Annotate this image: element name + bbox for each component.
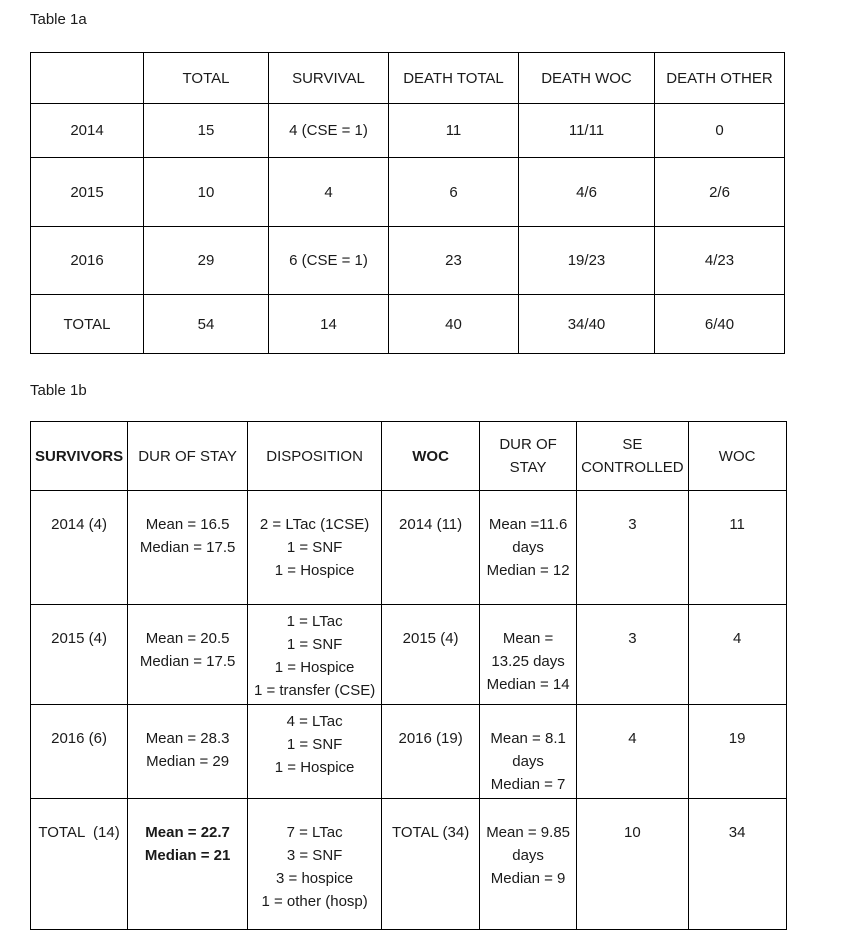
table-row-2014: 2014 15 4 (CSE = 1) 11 11/11 0 xyxy=(30,103,785,158)
value-cell: 6/40 xyxy=(654,294,785,354)
t1a-header-death-other: DEATH OTHER xyxy=(654,52,785,104)
value-cell: 10 xyxy=(143,157,269,227)
woc-dur-of-stay-cell: Mean = 13.25 days Median = 14 xyxy=(479,604,578,705)
value-cell: 4/23 xyxy=(654,226,785,295)
year-cell: TOTAL xyxy=(30,294,144,354)
value-cell: 4 xyxy=(268,157,389,227)
dur-of-stay-cell: Mean = 28.3 Median = 29 xyxy=(127,704,249,799)
woc-count-cell: 11 xyxy=(687,490,787,605)
disposition-cell: 1 = LTac 1 = SNF 1 = Hospice 1 = transfe… xyxy=(247,604,383,705)
year-cell: 2015 xyxy=(30,157,144,227)
value-cell: 0 xyxy=(654,103,785,158)
t1a-header-blank xyxy=(30,52,144,104)
disposition-cell: 2 = LTac (1CSE) 1 = SNF 1 = Hospice xyxy=(247,490,383,605)
woc-year-cell: 2014 (11) xyxy=(381,490,481,605)
value-cell: 4 (CSE = 1) xyxy=(268,103,389,158)
value-cell: 15 xyxy=(143,103,269,158)
woc-dur-of-stay-cell: Mean = 8.1 days Median = 7 xyxy=(479,704,578,799)
survivors-year-cell: TOTAL (14) xyxy=(29,798,129,930)
table-row-2014: 2014 (4) Mean = 16.5 Median = 17.5 2 = L… xyxy=(29,490,787,605)
woc-count-cell: 19 xyxy=(687,704,787,799)
woc-dur-of-stay-cell: Mean = 9.85 days Median = 9 xyxy=(479,798,578,930)
table-1b: SURVIVORS DUR OF STAY DISPOSITION WOC DU… xyxy=(29,421,787,930)
t1b-header-disposition: DISPOSITION xyxy=(247,421,383,491)
value-cell: 6 (CSE = 1) xyxy=(268,226,389,295)
survivors-year-cell: 2014 (4) xyxy=(29,490,129,605)
value-cell: 4/6 xyxy=(518,157,655,227)
table-row-header: SURVIVORS DUR OF STAY DISPOSITION WOC DU… xyxy=(29,421,787,491)
table-row-2015: 2015 (4) Mean = 20.5 Median = 17.5 1 = L… xyxy=(29,604,787,705)
t1b-header-woc-count: WOC xyxy=(687,421,787,491)
table-row-2015: 2015 10 4 6 4/6 2/6 xyxy=(30,157,785,227)
se-controlled-cell: 3 xyxy=(576,604,689,705)
table-1a-caption: Table 1a xyxy=(30,11,87,28)
woc-count-cell: 4 xyxy=(687,604,787,705)
table-row-total: TOTAL 54 14 40 34/40 6/40 xyxy=(30,294,785,354)
table-row-2016: 2016 29 6 (CSE = 1) 23 19/23 4/23 xyxy=(30,226,785,295)
t1b-header-dur-of-stay: DUR OF STAY xyxy=(127,421,249,491)
t1b-header-woc: WOC xyxy=(381,421,481,491)
value-cell: 11 xyxy=(388,103,519,158)
woc-year-cell: TOTAL (34) xyxy=(381,798,481,930)
value-cell: 14 xyxy=(268,294,389,354)
survivors-year-cell: 2016 (6) xyxy=(29,704,129,799)
value-cell: 23 xyxy=(388,226,519,295)
dur-of-stay-cell: Mean = 22.7 Median = 21 xyxy=(127,798,249,930)
table-row-header: TOTAL SURVIVAL DEATH TOTAL DEATH WOC DEA… xyxy=(30,52,785,104)
woc-year-cell: 2015 (4) xyxy=(381,604,481,705)
value-cell: 19/23 xyxy=(518,226,655,295)
value-cell: 40 xyxy=(388,294,519,354)
table-1a: TOTAL SURVIVAL DEATH TOTAL DEATH WOC DEA… xyxy=(30,52,785,354)
t1b-header-woc-dur-of-stay: DUR OF STAY xyxy=(479,421,578,491)
se-controlled-cell: 10 xyxy=(576,798,689,930)
woc-dur-of-stay-cell: Mean =11.6 days Median = 12 xyxy=(479,490,578,605)
se-controlled-cell: 4 xyxy=(576,704,689,799)
value-cell: 6 xyxy=(388,157,519,227)
table-row-2016: 2016 (6) Mean = 28.3 Median = 29 4 = LTa… xyxy=(29,704,787,799)
t1b-header-se-controlled: SE CONTROLLED xyxy=(576,421,689,491)
survivors-year-cell: 2015 (4) xyxy=(29,604,129,705)
woc-count-cell: 34 xyxy=(687,798,787,930)
t1a-header-total: TOTAL xyxy=(143,52,269,104)
value-cell: 29 xyxy=(143,226,269,295)
value-cell: 34/40 xyxy=(518,294,655,354)
woc-year-cell: 2016 (19) xyxy=(381,704,481,799)
table-1b-caption: Table 1b xyxy=(30,382,87,399)
year-cell: 2014 xyxy=(30,103,144,158)
dur-of-stay-cell: Mean = 16.5 Median = 17.5 xyxy=(127,490,249,605)
value-cell: 2/6 xyxy=(654,157,785,227)
value-cell: 11/11 xyxy=(518,103,655,158)
se-controlled-cell: 3 xyxy=(576,490,689,605)
table-row-total: TOTAL (14) Mean = 22.7 Median = 21 7 = L… xyxy=(29,798,787,930)
dur-of-stay-cell: Mean = 20.5 Median = 17.5 xyxy=(127,604,249,705)
disposition-cell: 4 = LTac 1 = SNF 1 = Hospice xyxy=(247,704,383,799)
t1a-header-survival: SURVIVAL xyxy=(268,52,389,104)
t1b-header-survivors: SURVIVORS xyxy=(29,421,129,491)
disposition-cell: 7 = LTac 3 = SNF 3 = hospice 1 = other (… xyxy=(247,798,383,930)
value-cell: 54 xyxy=(143,294,269,354)
year-cell: 2016 xyxy=(30,226,144,295)
t1a-header-death-woc: DEATH WOC xyxy=(518,52,655,104)
t1a-header-death-total: DEATH TOTAL xyxy=(388,52,519,104)
